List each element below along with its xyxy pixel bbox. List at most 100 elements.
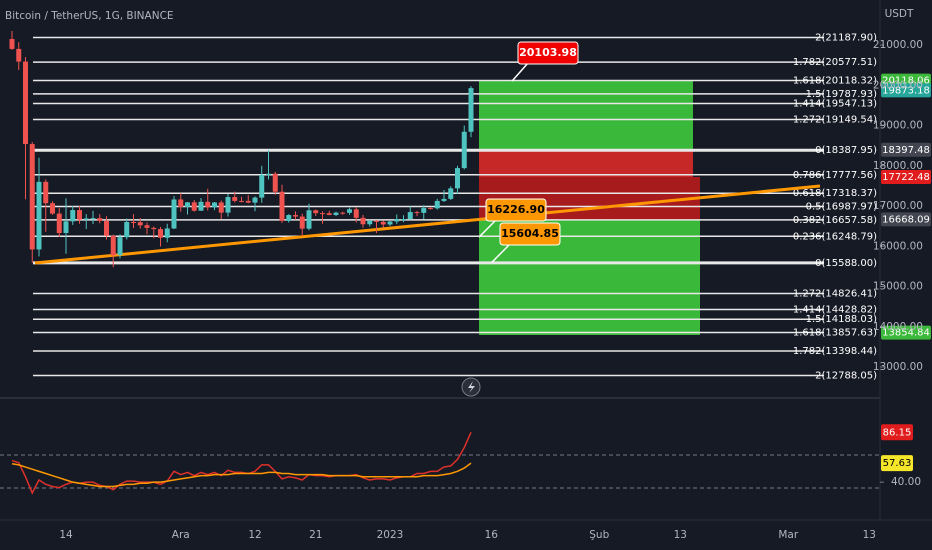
candle-body (245, 200, 251, 203)
fib-label: 0(18387.95) (815, 145, 877, 156)
candle-body (144, 225, 150, 228)
fib-label: 0(15588.00) (815, 258, 877, 269)
candle-body (320, 213, 325, 215)
fib-label: 1.272(19149.54) (793, 115, 877, 126)
y-tick-label: 14000.00 (873, 321, 923, 333)
callout-label: 20103.98 (519, 46, 577, 59)
y-tick-label: 20000.00 (873, 79, 923, 91)
fib-label: 0.786(17777.56) (793, 170, 877, 181)
candle-body (434, 200, 440, 209)
candle-body (212, 202, 217, 208)
price-badge (881, 212, 931, 227)
candle-body (36, 181, 42, 250)
event-icon-bolt (468, 381, 475, 393)
candle-body (56, 213, 62, 234)
indicator-badge (881, 424, 913, 441)
price-badge-label: 20118.06 (882, 76, 930, 87)
candle-body (272, 173, 278, 192)
candle-body (185, 202, 190, 207)
fib-label: 1.5(14188.03) (806, 314, 878, 325)
candle-layer (9, 30, 474, 268)
x-tick-label: Mar (778, 529, 798, 541)
candle-body (131, 222, 136, 224)
candle-body (293, 215, 298, 217)
y-tick-label: 18000.00 (873, 160, 923, 172)
price-badge (881, 142, 931, 157)
candle-body (97, 218, 103, 221)
candle-body (29, 144, 35, 250)
candle-body (205, 201, 211, 208)
x-tick-label: 13 (674, 529, 687, 541)
candle-body (43, 181, 49, 204)
currency-label: USDT (885, 8, 914, 20)
y-tick-label: 15000.00 (873, 281, 923, 293)
candle-body (239, 200, 244, 202)
y-tick-label: 13000.00 (873, 361, 923, 373)
fib-label: 1.618(20118.32) (793, 76, 877, 87)
fib-layer: 2(21187.90) 1.782(20577.51) 1.618(20118.32… (33, 33, 877, 382)
callout-pointer (491, 243, 511, 263)
candle-body (441, 198, 447, 201)
candle-body (70, 210, 76, 222)
candle-body (401, 219, 406, 221)
candle-body (347, 209, 352, 213)
candle-body (387, 221, 393, 225)
candle-body (455, 168, 460, 189)
candle-body (279, 191, 285, 221)
price-badge-label: 18397.48 (882, 145, 930, 156)
fib-label: 1.414(14428.82) (793, 305, 877, 316)
fib-label: 0.382(16657.58) (793, 215, 877, 226)
y-tick-label: 17000.00 (873, 200, 923, 212)
x-tick-label: 12 (248, 529, 261, 541)
x-tick-label: Şub (589, 529, 609, 541)
candle-body (137, 222, 143, 226)
candle-body (313, 210, 319, 214)
indicator-tick-label: 40.00 (891, 476, 921, 488)
callout-box (485, 198, 547, 222)
candle-body (83, 218, 89, 220)
candle-body (306, 210, 312, 229)
candle-body (461, 131, 467, 169)
candle-body (50, 203, 55, 214)
price-badge (881, 83, 931, 98)
candle-body (421, 208, 427, 213)
candle-body (266, 173, 271, 175)
callout-box (517, 41, 579, 65)
candle-body (77, 210, 82, 220)
candle-body (326, 213, 332, 215)
fib-label: 0.236(16248.79) (793, 231, 877, 242)
callout-label: 15604.85 (501, 227, 559, 240)
fib-label: 1.272(14826.41) (793, 289, 877, 300)
callout-label: 16226.90 (487, 203, 545, 216)
candle-body (218, 202, 224, 213)
candle-body (299, 216, 305, 229)
candle-body (171, 199, 177, 229)
candle-body (117, 237, 123, 256)
candle-body (286, 215, 292, 221)
indicator-line (11, 431, 472, 495)
candle-body (164, 228, 170, 238)
candle-body (151, 227, 157, 230)
candle-body (367, 220, 373, 225)
candle-body (9, 39, 15, 49)
candle-body (374, 220, 379, 222)
stop-zone (479, 150, 693, 177)
candle-body (23, 61, 28, 145)
callout-box (499, 222, 561, 246)
candle-body (353, 209, 359, 218)
candle-body (198, 201, 204, 211)
candle-body (191, 202, 197, 211)
candle-body (407, 212, 413, 220)
price-badge (881, 169, 931, 184)
candle-body (259, 174, 265, 198)
x-tick-label: 21 (309, 529, 322, 541)
candle-body (333, 212, 339, 215)
trend-line (34, 184, 821, 265)
candle-body (158, 229, 163, 238)
price-badge-label: 19873.18 (882, 85, 930, 96)
y-tick-label: 21000.00 (873, 39, 923, 51)
x-tick-label: 2023 (377, 529, 404, 541)
